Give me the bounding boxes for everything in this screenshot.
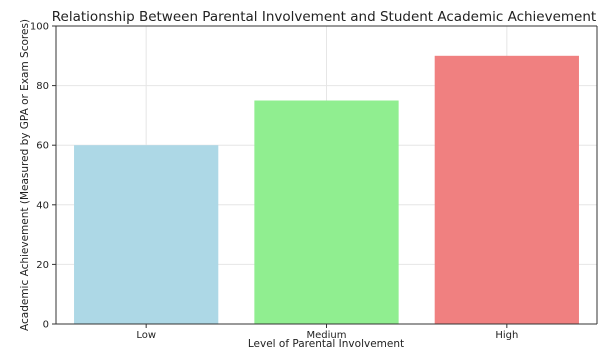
y-ticks: 0 20 40 60 80 100 (30, 22, 56, 331)
y-tick-label-3: 60 (36, 141, 49, 152)
x-tick-label-low: Low (136, 330, 156, 341)
bar-medium (254, 101, 398, 325)
bar-low (74, 145, 218, 324)
y-tick-label-5: 100 (30, 22, 49, 33)
chart-title: Relationship Between Parental Involvemen… (52, 9, 596, 25)
y-tick-label-4: 80 (36, 81, 49, 92)
y-tick-label-2: 40 (36, 200, 49, 211)
y-tick-label-0: 0 (43, 320, 49, 331)
y-axis-label: Academic Achievement (Measured by GPA or… (19, 19, 31, 331)
x-tick-label-high: High (495, 330, 518, 341)
x-axis-label: Level of Parental Involvement (248, 338, 404, 350)
y-tick-label-1: 20 (36, 260, 49, 271)
bar-high (435, 56, 579, 324)
